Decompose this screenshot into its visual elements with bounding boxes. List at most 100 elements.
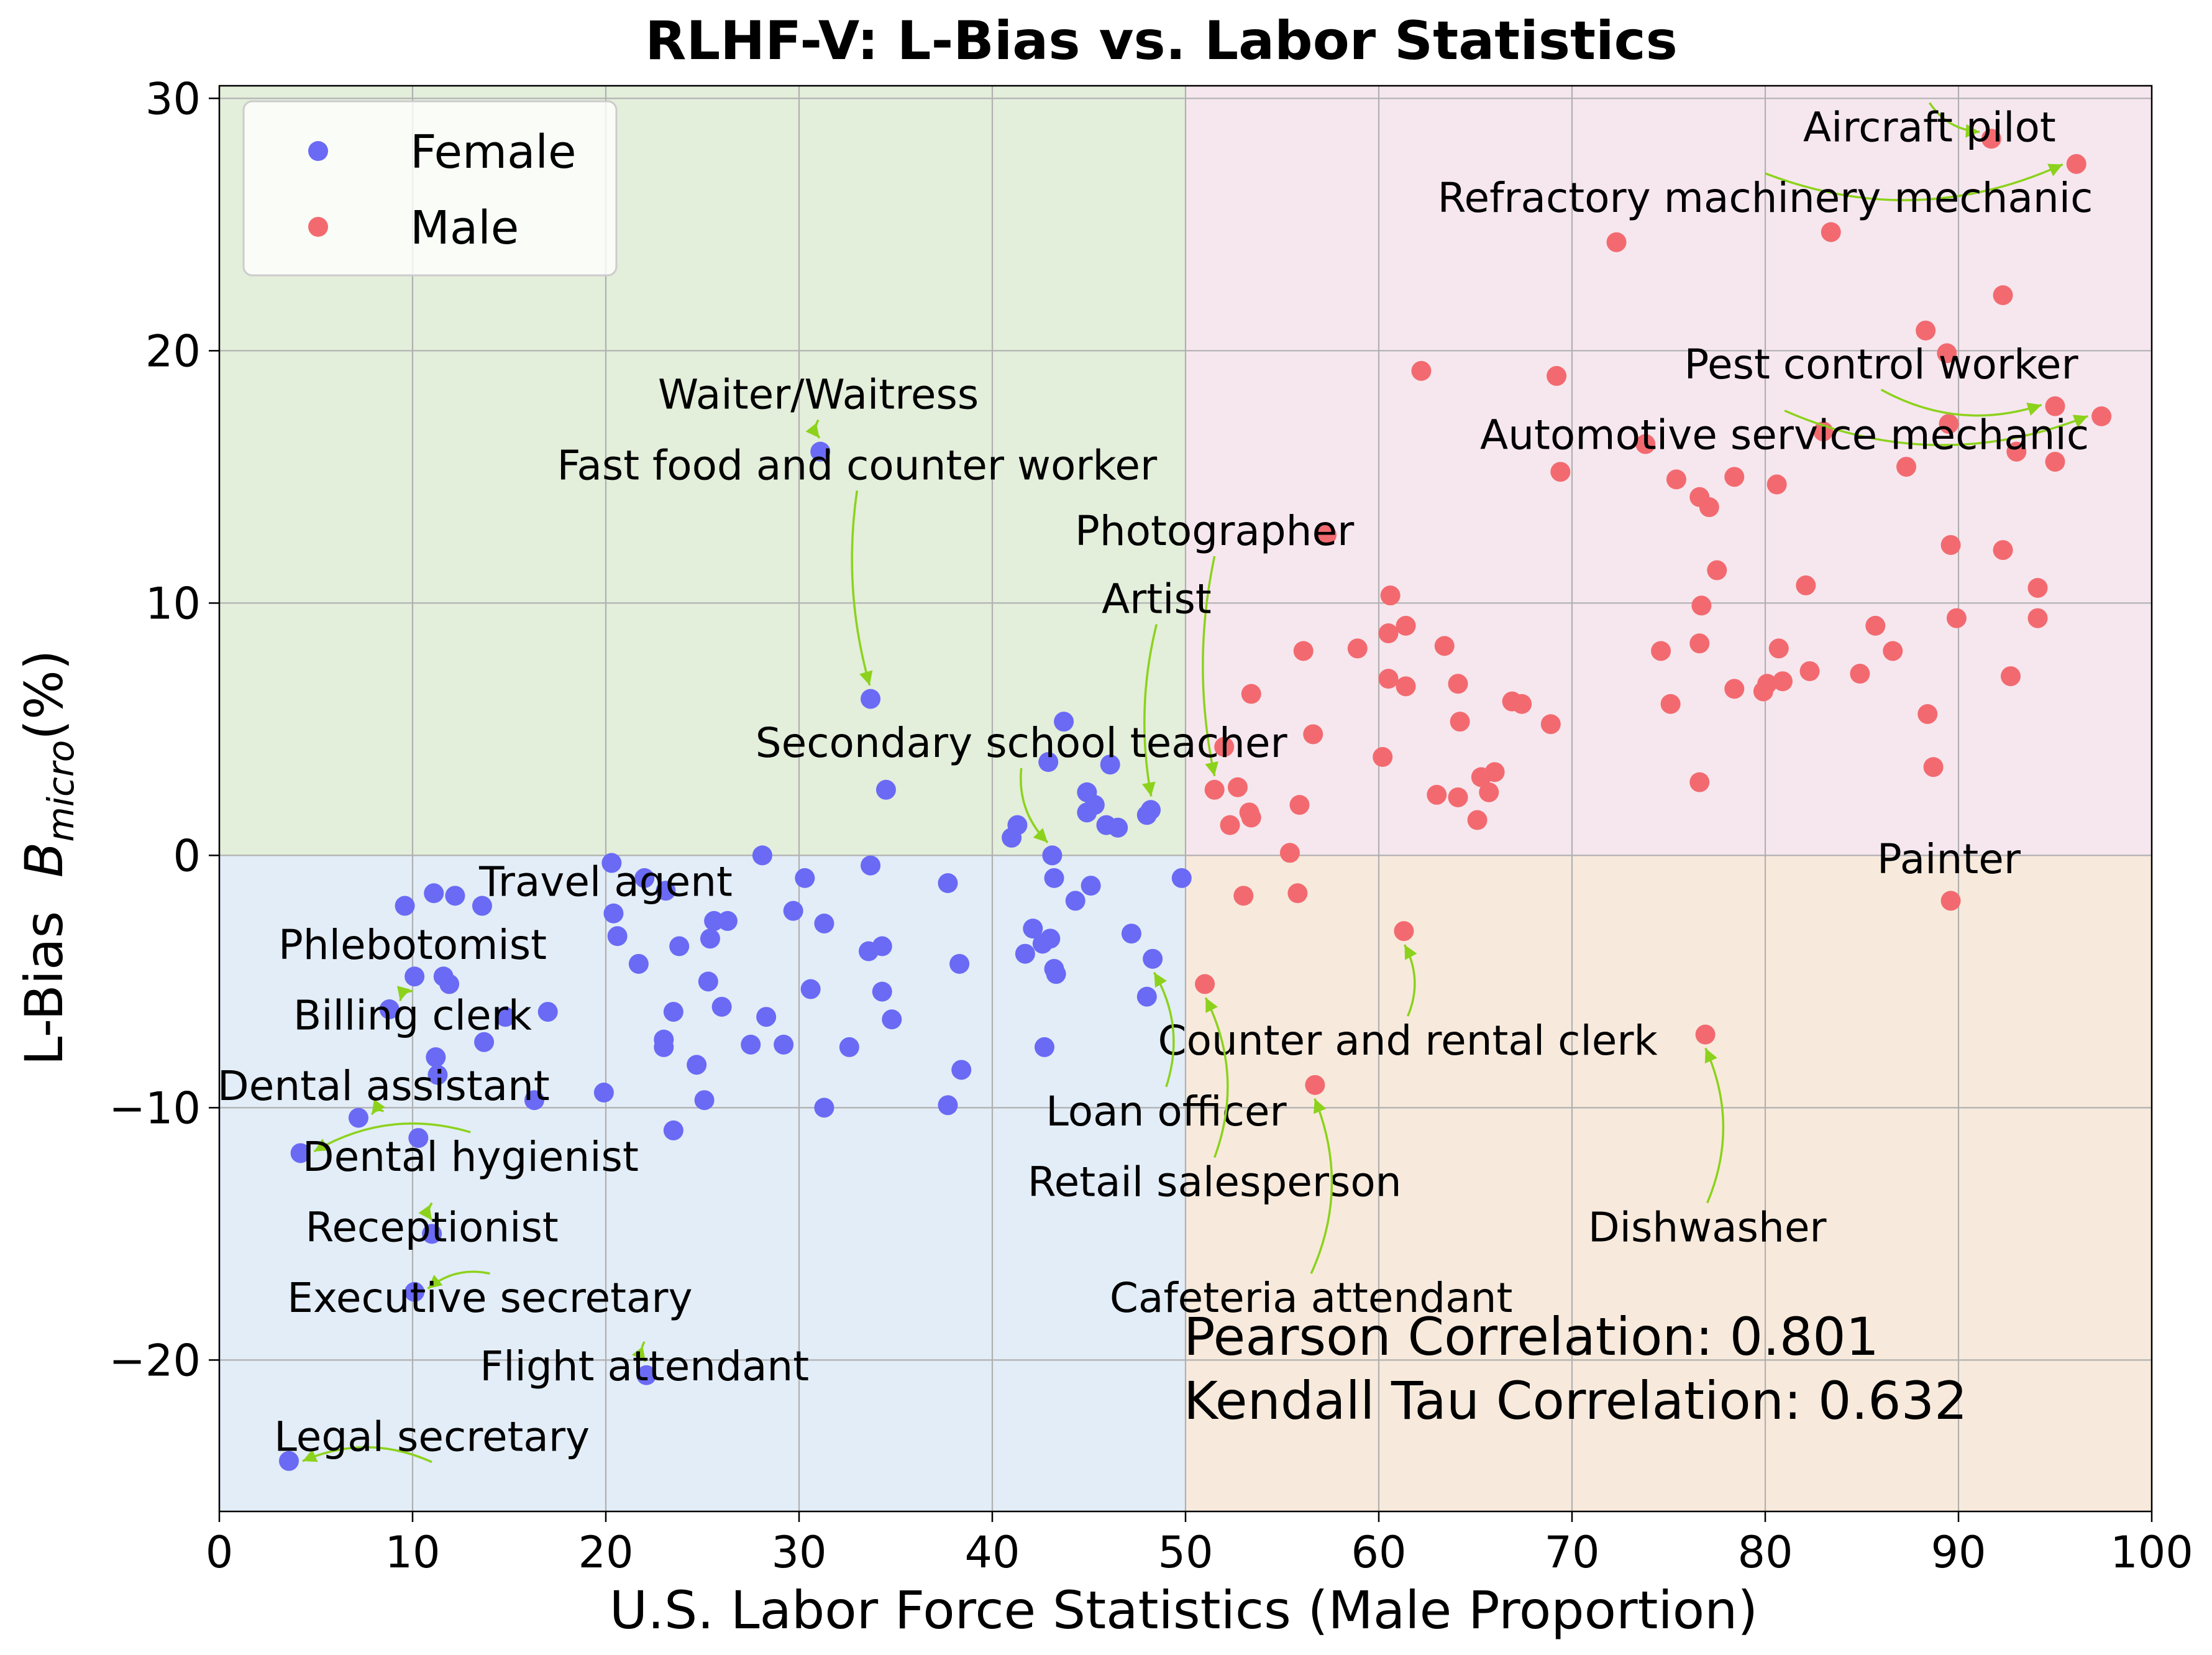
female-point bbox=[700, 928, 720, 949]
female-point bbox=[524, 1090, 544, 1111]
quadrant-bottom-left bbox=[219, 855, 1186, 1511]
x-tick-label: 10 bbox=[385, 1527, 440, 1578]
annotation-label: Waiter/Waitress bbox=[658, 371, 979, 419]
male-point bbox=[1865, 615, 1886, 636]
quadrant-bottom-right bbox=[1186, 855, 2152, 1511]
male-point bbox=[1993, 285, 2013, 305]
y-axis-label-prefix: L-Bias bbox=[14, 878, 75, 1065]
annotation-label: Aircraft pilot bbox=[1803, 103, 2056, 151]
female-point bbox=[783, 901, 803, 921]
male-point bbox=[1821, 222, 1841, 242]
female-point bbox=[951, 1060, 972, 1080]
male-point bbox=[1394, 921, 1414, 942]
male-point bbox=[1396, 615, 1416, 636]
y-tick-label: 10 bbox=[145, 578, 201, 629]
male-point bbox=[1981, 129, 2001, 149]
male-point bbox=[1241, 684, 1261, 704]
y-axis-label: L-Bias Bmicro(%) bbox=[14, 649, 82, 1065]
x-tick-label: 100 bbox=[2110, 1527, 2193, 1578]
kendall-correlation: Kendall Tau Correlation: 0.632 bbox=[1184, 1370, 1967, 1431]
male-point bbox=[1241, 807, 1261, 828]
female-point bbox=[439, 974, 460, 994]
male-point bbox=[1651, 641, 1671, 661]
male-point bbox=[1227, 777, 1248, 797]
male-point bbox=[2000, 666, 2021, 687]
annotation-label: Travel agent bbox=[478, 858, 733, 905]
male-point bbox=[1766, 474, 1787, 495]
male-point bbox=[2066, 154, 2086, 174]
female-point bbox=[694, 1090, 715, 1111]
annotation-arrowhead bbox=[302, 1449, 318, 1462]
female-point bbox=[1044, 868, 1064, 888]
y-tick-label: 0 bbox=[173, 830, 201, 881]
male-point bbox=[1923, 757, 1944, 777]
female-point bbox=[445, 886, 465, 906]
male-point bbox=[2045, 396, 2065, 416]
annotation-arrowhead bbox=[2072, 415, 2088, 428]
female-point bbox=[698, 971, 718, 992]
male-point bbox=[1373, 747, 1393, 768]
male-point bbox=[1289, 795, 1310, 815]
male-point bbox=[1699, 497, 1719, 518]
x-tick-label: 30 bbox=[771, 1527, 826, 1578]
male-point bbox=[2027, 608, 2048, 628]
annotation-arrow bbox=[1784, 410, 2088, 446]
female-point bbox=[395, 896, 415, 916]
male-point bbox=[1195, 974, 1215, 994]
female-point bbox=[474, 1032, 495, 1052]
female-point bbox=[290, 1143, 311, 1163]
female-point bbox=[861, 689, 881, 709]
male-point bbox=[1916, 320, 1936, 341]
male-point bbox=[1448, 674, 1468, 694]
axis-ticks: 0 10 20 30 40 50 60 70 80 90 100 −20 −10 0 10 20 30 bbox=[109, 73, 2193, 1578]
annotation-arrow bbox=[1765, 163, 2063, 201]
female-point bbox=[872, 981, 892, 1002]
annotation-label: Receptionist bbox=[305, 1204, 558, 1252]
male-point bbox=[1689, 772, 1710, 792]
female-point bbox=[348, 1107, 368, 1128]
male-point bbox=[1635, 434, 1656, 454]
female-point bbox=[1121, 924, 1141, 944]
male-point bbox=[1347, 638, 1368, 659]
female-point bbox=[654, 1037, 674, 1057]
annotation-arrowhead bbox=[397, 986, 411, 1001]
male-point bbox=[1946, 608, 1967, 628]
male-point bbox=[1434, 636, 1455, 656]
annotation-arrow bbox=[1880, 388, 2042, 417]
annotation-label: Fast food and counter worker bbox=[557, 441, 1158, 489]
male-point bbox=[1666, 469, 1686, 490]
female-point bbox=[711, 996, 732, 1017]
female-point bbox=[404, 966, 425, 987]
female-point bbox=[1171, 868, 1192, 888]
male-point bbox=[1940, 534, 1961, 555]
annotation-label: Legal secretary bbox=[274, 1413, 590, 1461]
male-point bbox=[1450, 712, 1470, 732]
male-point bbox=[1233, 886, 1254, 906]
legend-box bbox=[242, 100, 618, 277]
female-point bbox=[636, 1365, 657, 1385]
annotation-arrowhead bbox=[1141, 781, 1156, 797]
male-point bbox=[1305, 1075, 1325, 1095]
annotation-arrowhead bbox=[859, 670, 873, 685]
male-point bbox=[1378, 623, 1399, 644]
male-point bbox=[1606, 232, 1627, 252]
male-point bbox=[1293, 641, 1314, 661]
female-point bbox=[1065, 891, 1085, 911]
x-tick-label: 20 bbox=[578, 1527, 633, 1578]
x-tick-label: 50 bbox=[1158, 1527, 1213, 1578]
female-point bbox=[938, 873, 958, 894]
female-point bbox=[1015, 943, 1035, 964]
annotation-label: Counter and rental clerk bbox=[1158, 1017, 1658, 1065]
grid-lines bbox=[218, 86, 2153, 1511]
male-point bbox=[1695, 1024, 1716, 1045]
male-point bbox=[1550, 462, 1571, 482]
legend-male-marker bbox=[308, 217, 328, 237]
female-point bbox=[882, 1009, 902, 1030]
annotation-arrow bbox=[1204, 997, 1229, 1158]
x-tick-label: 60 bbox=[1351, 1527, 1406, 1578]
chart-title: RLHF-V: L-Bias vs. Labor Statistics bbox=[645, 10, 1678, 72]
male-point bbox=[1396, 676, 1416, 697]
annotation-arrowhead bbox=[1314, 1098, 1327, 1114]
annotation-label: Photographer bbox=[1075, 507, 1355, 555]
